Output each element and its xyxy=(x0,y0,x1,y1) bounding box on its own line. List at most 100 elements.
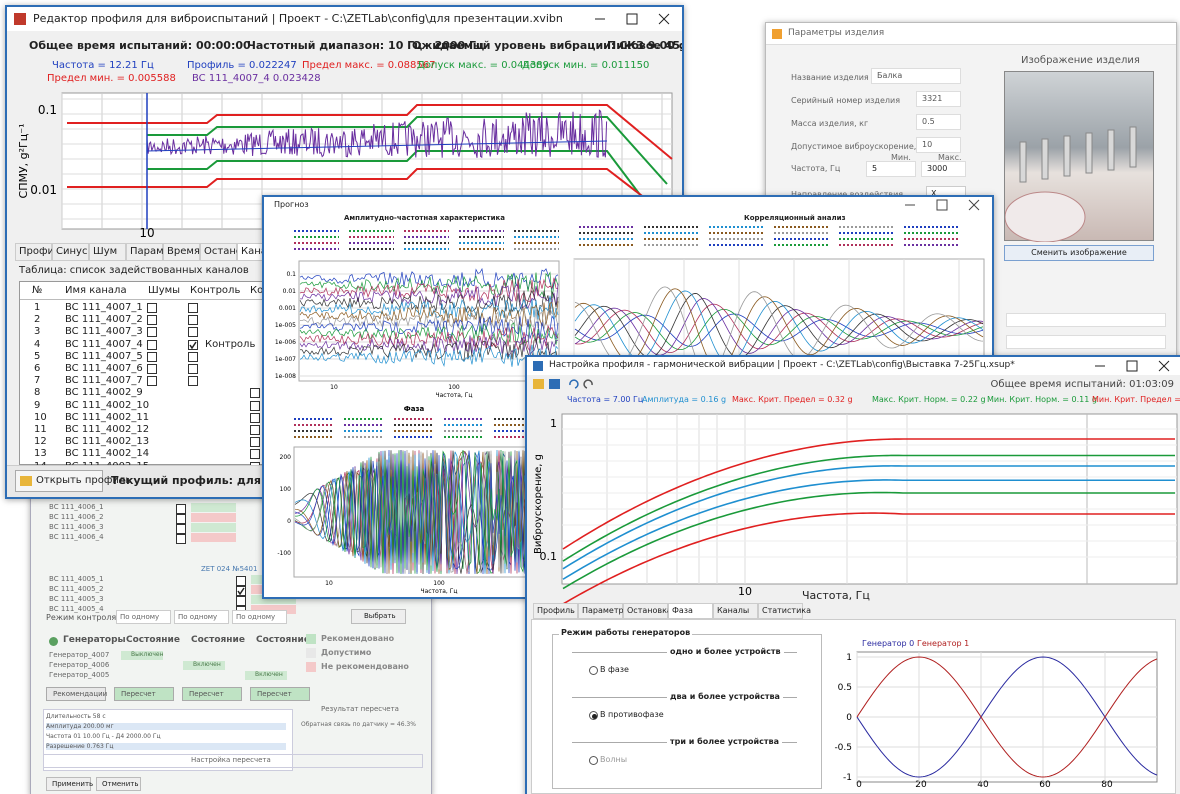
input[interactable]: 5 xyxy=(866,161,916,177)
row-number: 2 xyxy=(34,314,40,325)
checkbox[interactable] xyxy=(236,596,246,606)
button[interactable]: Пересчет xyxy=(182,687,242,701)
tab[interactable]: Статистика xyxy=(758,603,803,619)
checkbox[interactable] xyxy=(188,376,198,386)
y-tick-label: 1e-008 xyxy=(275,373,296,380)
checkbox[interactable] xyxy=(250,449,260,459)
checkbox[interactable] xyxy=(188,352,198,362)
row-number: 10 xyxy=(34,412,47,423)
checkbox[interactable] xyxy=(250,413,260,423)
app-icon xyxy=(14,13,26,25)
checkbox[interactable] xyxy=(147,315,157,325)
column-header: Шумы xyxy=(148,285,180,296)
input[interactable] xyxy=(1006,313,1166,327)
toolbar-save[interactable] xyxy=(549,379,560,389)
checkbox[interactable] xyxy=(188,327,198,337)
info-line: Разрешение 0.763 Гц xyxy=(46,743,286,750)
field-value: 5 xyxy=(872,164,877,173)
checkbox[interactable] xyxy=(250,437,260,447)
tab-label: Фаза xyxy=(672,606,693,615)
select[interactable]: По одному xyxy=(116,610,171,624)
button[interactable]: Отменить xyxy=(96,777,141,791)
channel-table: №Имя каналаШумыКонтрольКо1BC 111_4007_12… xyxy=(19,281,279,465)
checkbox[interactable] xyxy=(147,352,157,362)
checkbox[interactable] xyxy=(188,340,198,350)
button[interactable]: Сменить изображение xyxy=(1004,245,1154,261)
y-tick-label: 1e-005 xyxy=(275,322,296,329)
y-tick-label: 0 xyxy=(287,518,291,525)
y-tick-label: 100 xyxy=(280,486,292,493)
checkbox[interactable] xyxy=(250,425,260,435)
checkbox[interactable] xyxy=(176,534,186,544)
state-cell: Включен xyxy=(245,671,287,680)
checkbox[interactable] xyxy=(236,586,246,596)
tab[interactable]: Параметры xyxy=(126,243,163,261)
channel-name: BC 111_4007_3 xyxy=(65,326,143,337)
row-number: 3 xyxy=(34,326,40,337)
checkbox[interactable] xyxy=(188,315,198,325)
legend-label: Предел мин. = 0.005588 xyxy=(47,73,176,84)
window-controls xyxy=(1087,358,1177,374)
checkbox[interactable] xyxy=(176,514,186,524)
tab[interactable]: Остановка xyxy=(200,243,237,261)
button[interactable]: Открыть профиль xyxy=(15,470,103,492)
tab[interactable]: Остановка xyxy=(623,603,668,619)
field-label: Серийный номер изделия xyxy=(791,96,900,105)
row-number: 5 xyxy=(34,351,40,362)
row-number: 8 xyxy=(34,387,40,398)
button[interactable]: Выбрать xyxy=(351,609,406,624)
input[interactable]: 0.5 xyxy=(916,114,961,130)
panel-title: Фаза xyxy=(404,405,425,413)
channel-name: BC 111_4007_5 xyxy=(65,351,143,362)
checkbox[interactable] xyxy=(147,376,157,386)
info-line: Частота 01 10.00 Гц - Д4 2000.00 Гц xyxy=(46,733,286,740)
button[interactable]: Применить xyxy=(46,777,91,791)
legend-label: Макс. Крит. Предел = 0.32 g xyxy=(732,395,853,404)
tab[interactable]: Профиль xyxy=(15,243,52,261)
checkbox[interactable] xyxy=(176,524,186,534)
button[interactable]: Рекомендации xyxy=(46,687,106,701)
checkbox[interactable] xyxy=(147,340,157,350)
button-label: Пересчет xyxy=(257,690,292,698)
button[interactable]: Пересчет xyxy=(250,687,310,701)
input[interactable]: 3000 xyxy=(921,161,966,177)
product-image xyxy=(1004,71,1154,241)
tab[interactable]: Синус xyxy=(52,243,89,261)
row-number: 6 xyxy=(34,363,40,374)
checkbox[interactable] xyxy=(147,303,157,313)
fixture xyxy=(1108,130,1114,170)
channel-name: BC 111_4002_11 xyxy=(65,412,149,423)
input[interactable] xyxy=(1006,335,1166,349)
input[interactable]: 10 xyxy=(916,137,961,153)
checkbox[interactable] xyxy=(250,388,260,398)
button[interactable]: Пересчет xyxy=(114,687,174,701)
field-value: Балка xyxy=(877,71,902,80)
channel-name: ВС 111_4005_4 xyxy=(49,605,104,613)
tab[interactable]: Фаза xyxy=(668,603,713,619)
button-label: Применить xyxy=(52,780,93,788)
toolbar-open[interactable] xyxy=(533,379,544,389)
input[interactable]: 3321 xyxy=(916,91,961,107)
select[interactable]: По одному xyxy=(232,610,287,624)
tab[interactable]: Параметры xyxy=(578,603,623,619)
checkbox[interactable] xyxy=(236,576,246,586)
channel-name: BC 111_4002_12 xyxy=(65,424,149,435)
checkbox[interactable] xyxy=(176,504,186,514)
select[interactable]: По одному xyxy=(174,610,229,624)
x-tick-label: 10 xyxy=(738,585,752,598)
tab[interactable]: Каналы xyxy=(713,603,758,619)
field-label: Масса изделия, кг xyxy=(791,119,868,128)
checkbox[interactable] xyxy=(188,303,198,313)
checkbox[interactable] xyxy=(188,364,198,374)
tab[interactable]: Профиль xyxy=(533,603,578,619)
radio[interactable] xyxy=(589,756,598,765)
checkbox[interactable] xyxy=(147,364,157,374)
x-tick-label: 100 xyxy=(448,384,460,391)
radio[interactable] xyxy=(589,711,598,720)
tab[interactable]: Время xyxy=(163,243,200,261)
checkbox[interactable] xyxy=(250,401,260,411)
checkbox[interactable] xyxy=(147,327,157,337)
radio[interactable] xyxy=(589,666,598,675)
input[interactable]: Балка xyxy=(871,68,961,84)
tab[interactable]: Шум xyxy=(89,243,126,261)
